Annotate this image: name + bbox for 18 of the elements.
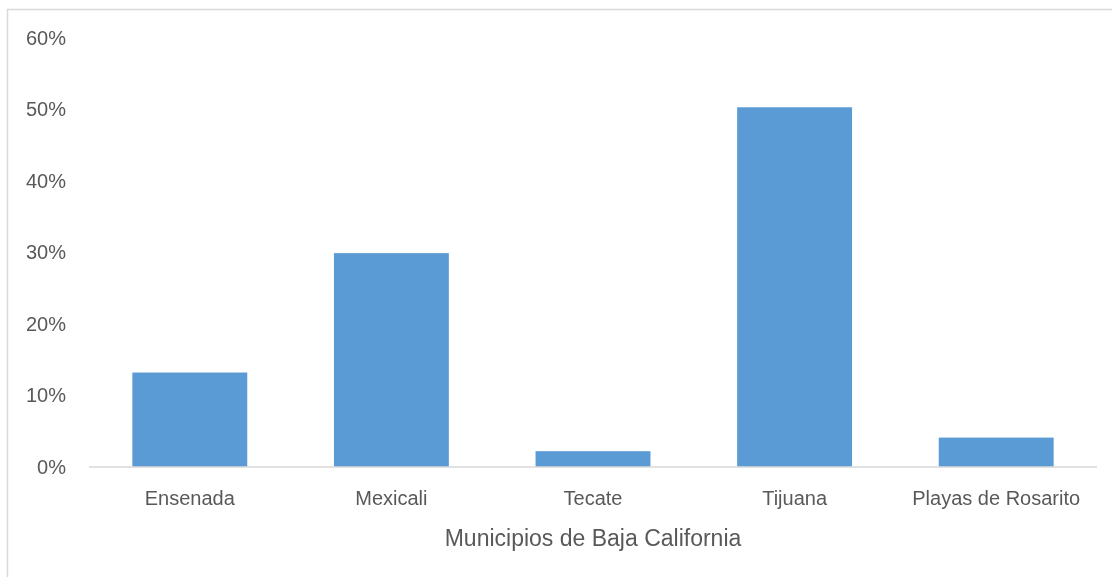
bar: [132, 372, 248, 467]
y-tick-label: 60%: [25, 26, 67, 49]
y-tick-label: 30%: [25, 241, 67, 264]
y-tick-label: 40%: [25, 169, 67, 192]
x-tick-label: Playas de Rosarito: [912, 487, 1081, 509]
y-tick-label: 0%: [37, 455, 67, 478]
bar: [333, 253, 449, 467]
x-tick-label: Mexicali: [355, 487, 428, 509]
x-tick-label: Tecate: [563, 487, 623, 509]
bar: [535, 451, 651, 467]
bar: [938, 437, 1054, 467]
x-tick-label: Ensenada: [144, 487, 236, 509]
y-tick-label: 10%: [25, 384, 67, 407]
x-tick-label: Tijuana: [762, 487, 828, 509]
y-tick-label: 20%: [25, 312, 67, 335]
y-tick-label: 50%: [25, 98, 67, 121]
x-axis-title: Municipios de Baja California: [444, 525, 742, 551]
bar: [737, 107, 853, 467]
